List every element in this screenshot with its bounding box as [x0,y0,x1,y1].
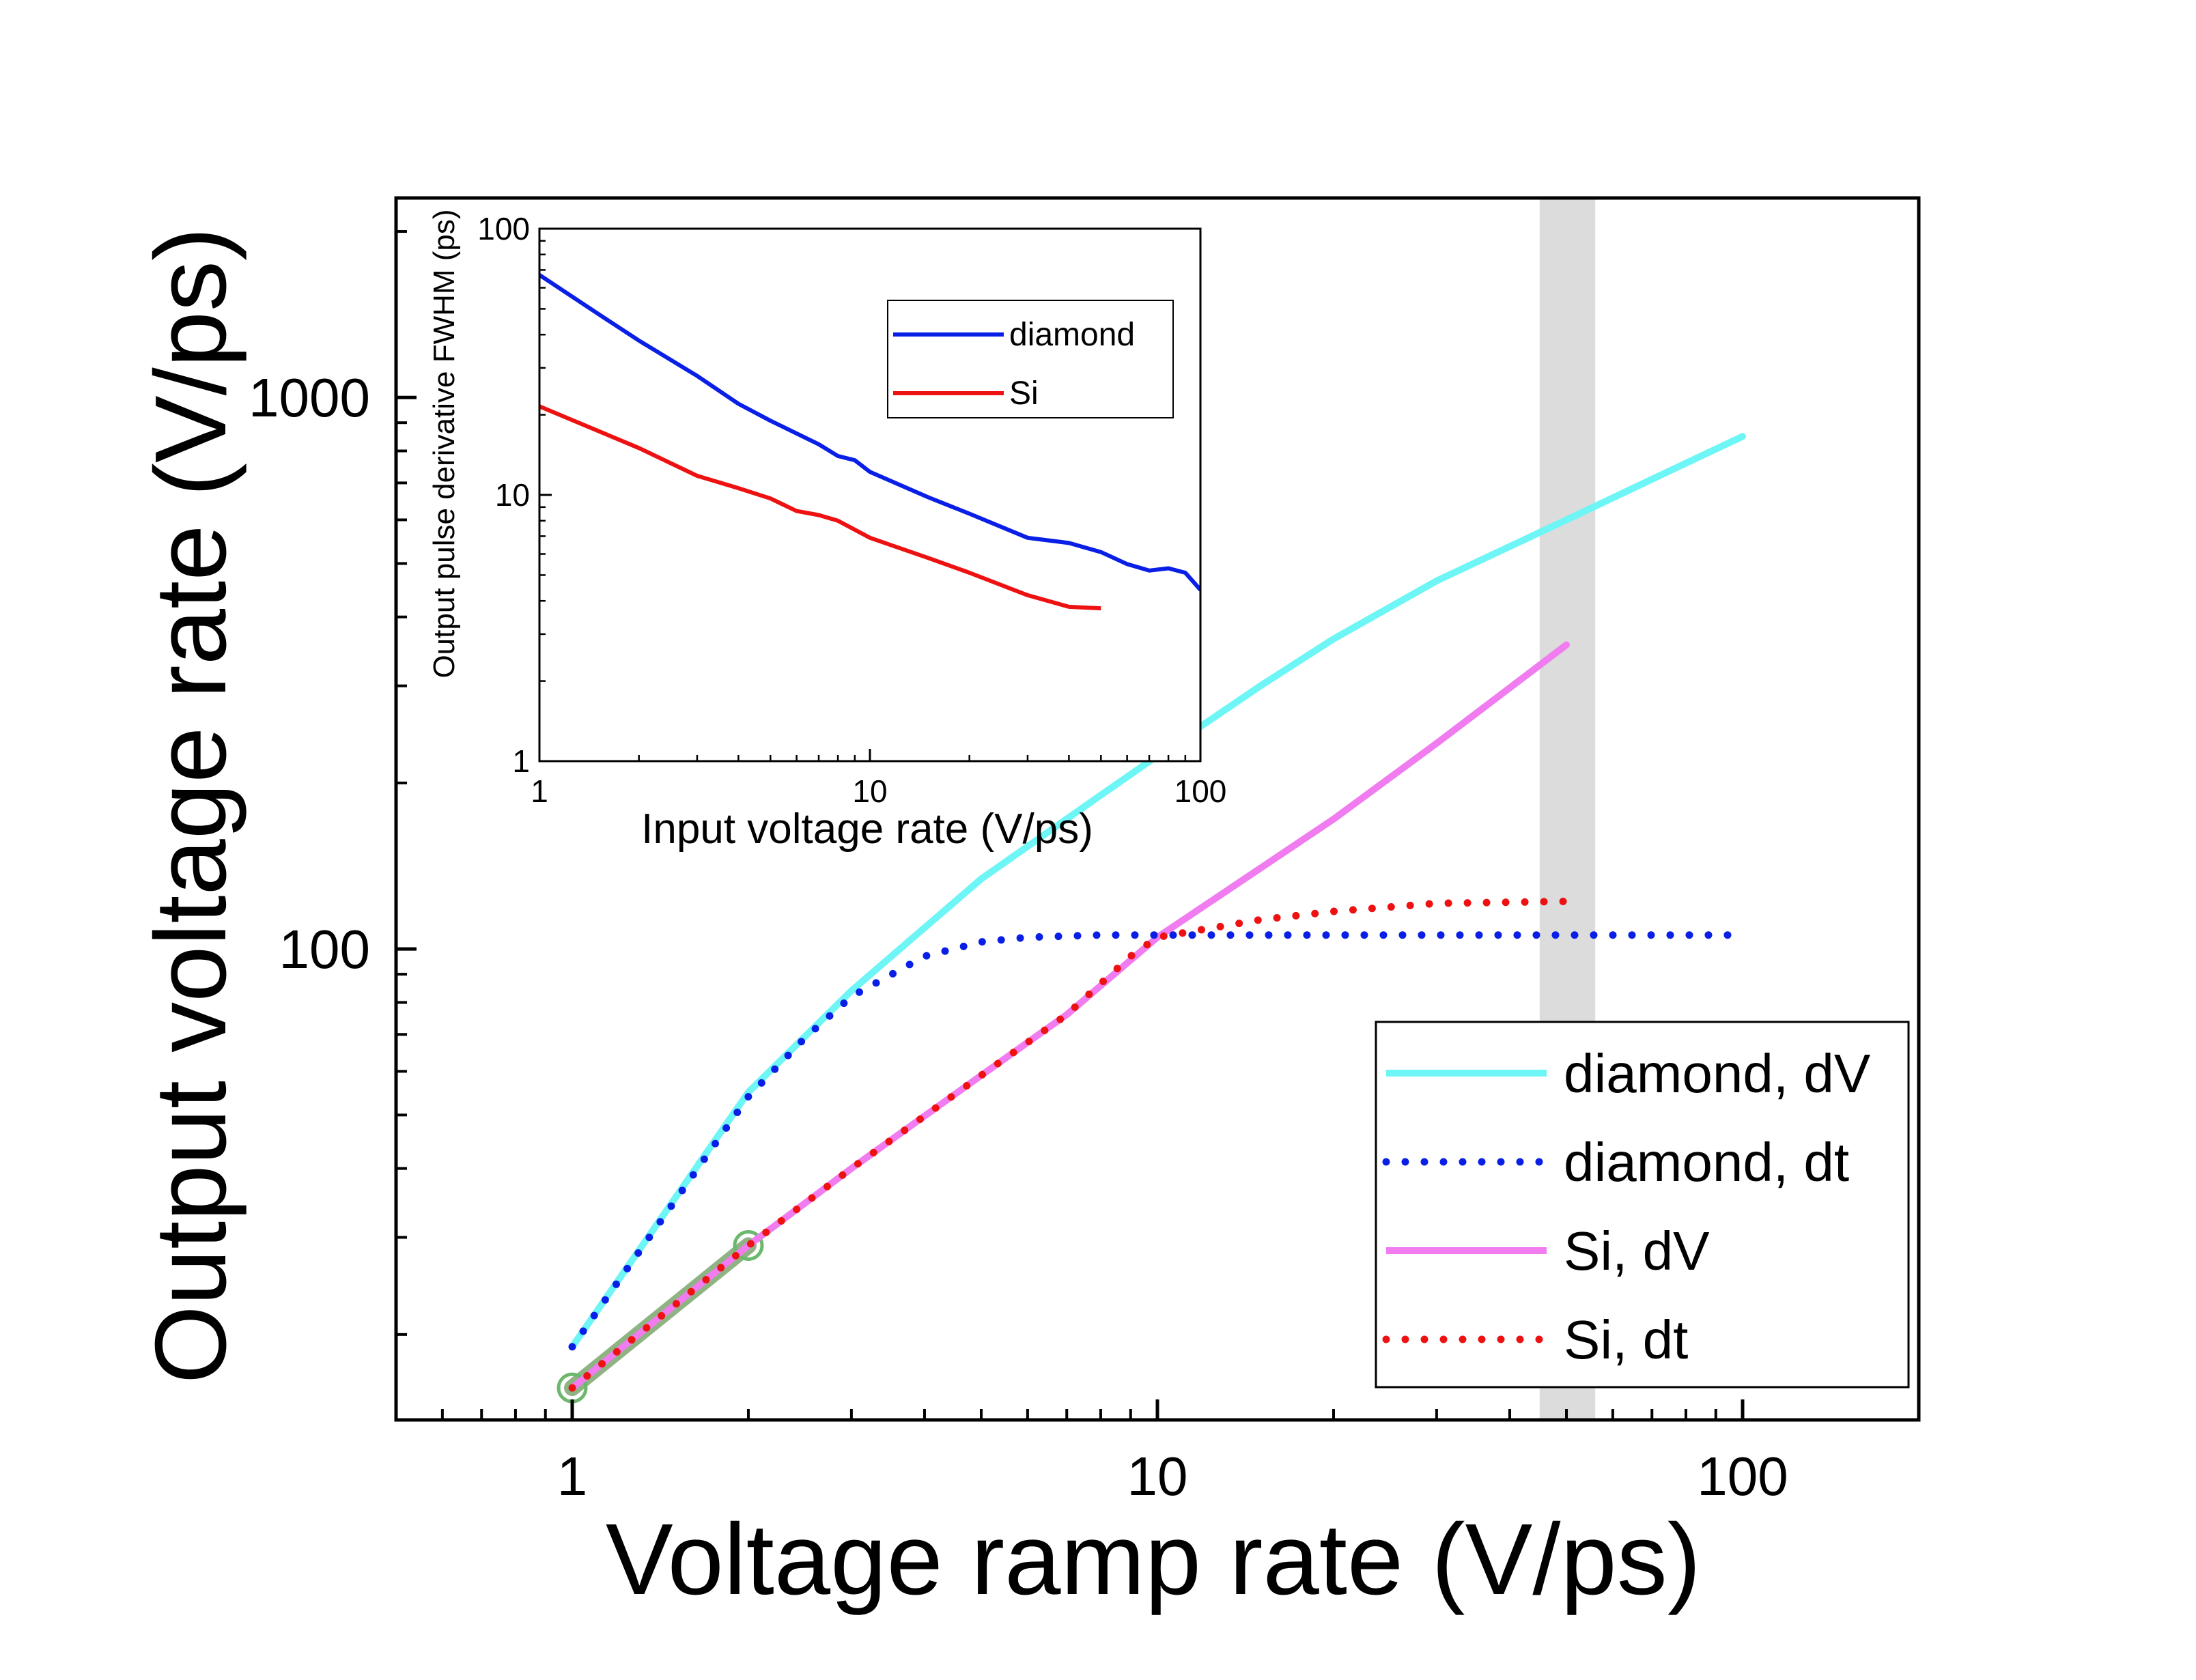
inset-y-axis-title: Output pulse derivative FWHM (ps) [427,209,461,678]
legend-label-si-dv: Si, dV [1564,1221,1710,1281]
series-line-si-dt [568,897,1571,1392]
main-plot: 1 10 100 100 1000 [249,196,1921,1507]
inset-series [539,273,1200,611]
inset-legend-label-si: Si [1009,375,1039,412]
inset-x-tick-label: 10 [852,773,887,809]
main-legend-box [1375,1021,1910,1389]
legend-label-diamond-dv: diamond, dV [1564,1043,1871,1104]
legend-label-si-dt: Si, dt [1564,1309,1688,1370]
inset-y-tick-label: 100 [477,211,530,246]
y-tick-label: 1000 [249,367,370,428]
x-tick-label: 100 [1697,1446,1788,1507]
inset-line-diamond [539,273,1200,592]
inset-y-tick-label: 10 [495,477,530,513]
fit-segment-marker [733,1229,764,1261]
y-tick-label: 100 [279,919,370,980]
inset-line-si [539,404,1101,611]
inset-y-tick-label: 1 [512,743,530,779]
series-line-diamond-dt [568,931,1734,1351]
main-legend: diamond, dV diamond, dt Si, dV Si, dt [1375,1021,1910,1389]
x-tick-label: 10 [1127,1446,1188,1507]
main-series [557,433,1746,1404]
main-y-axis-title: Output voltage rate (V/ps) [135,227,247,1384]
inset-legend: diamond Si [887,300,1174,418]
x-tick-label: 1 [557,1446,588,1507]
inset-legend-label-diamond: diamond [1009,317,1135,353]
inset-legend-box [887,300,1174,418]
inset-x-tick-label: 1 [531,773,548,809]
series-line-diamond-dv [569,433,1746,1350]
legend-label-diamond-dt: diamond, dt [1564,1132,1849,1193]
inset-x-tick-label: 100 [1174,773,1227,809]
inset-x-axis-title: Input voltage rate (V/ps) [641,806,1093,853]
main-x-axis-title: Voltage ramp rate (V/ps) [606,1503,1701,1616]
